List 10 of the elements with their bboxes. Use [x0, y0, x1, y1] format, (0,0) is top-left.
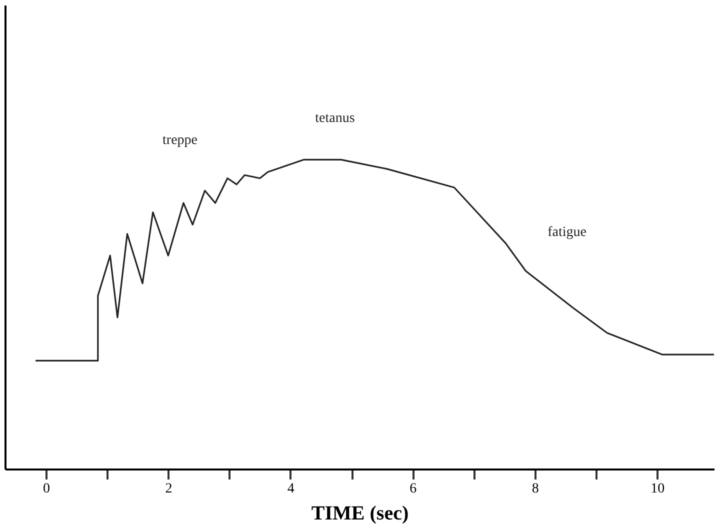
x-tick-label: 8	[532, 482, 539, 496]
x-tick-label: 4	[287, 482, 294, 496]
x-axis-title: TIME (sec)	[311, 502, 409, 524]
x-tick-label: 10	[650, 482, 665, 496]
x-tick-label: 0	[42, 482, 50, 496]
x-tick-label: 2	[165, 482, 172, 496]
x-tick-label: 6	[410, 482, 417, 496]
text: tetanus	[315, 111, 355, 126]
annotation: fatigue	[548, 225, 586, 240]
text: treppe	[162, 133, 198, 148]
